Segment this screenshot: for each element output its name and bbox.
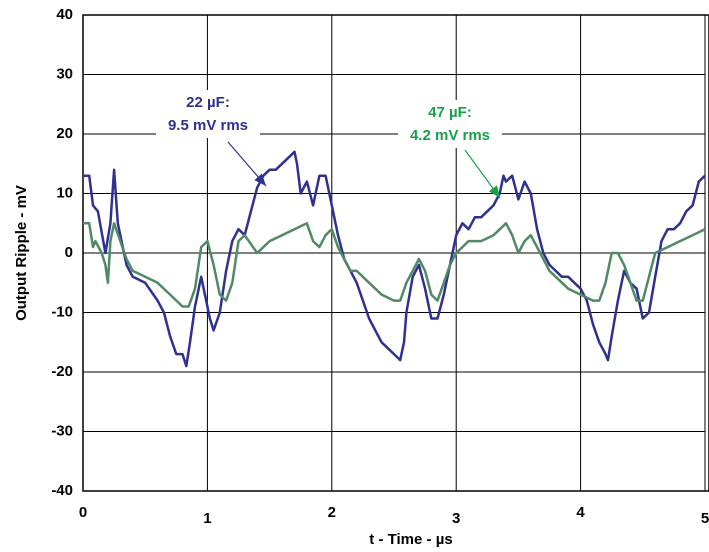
annotation-arrowhead [254, 173, 266, 186]
x-tick-label: 2 [328, 504, 336, 521]
plot-frame [82, 14, 709, 492]
y-tick-label: 30 [56, 65, 73, 82]
y-tick-label: -30 [51, 422, 73, 439]
y-tick-label: 40 [56, 6, 73, 23]
data-line [83, 150, 706, 368]
data-line [83, 222, 706, 308]
y-tick-label: -40 [51, 482, 73, 499]
x-tick-label: 1 [203, 510, 211, 527]
y-tick-label: 0 [65, 244, 73, 261]
annotation-arrowhead [488, 185, 500, 198]
annotation-background [398, 100, 502, 148]
annotation-text: 22 µF: [186, 94, 230, 111]
annotation-text: 47 µF: [428, 104, 472, 121]
y-tick-label: -10 [51, 303, 73, 320]
y-axis-label: Output Ripple - mV [13, 185, 30, 321]
annotation-text: 4.2 mV rms [410, 127, 490, 144]
x-tick-label: 5 [701, 510, 709, 527]
x-tick-label: 0 [79, 504, 87, 521]
x-tick-label: 4 [576, 504, 585, 521]
y-tick-label: -20 [51, 363, 73, 380]
x-axis-label: t - Time - µs [369, 531, 452, 548]
y-tick-label: 10 [56, 184, 73, 201]
annotation-text: 9.5 mV rms [168, 117, 248, 134]
annotation-background [156, 90, 260, 138]
y-tick-label: 20 [56, 125, 73, 142]
x-tick-label: 3 [452, 510, 460, 527]
